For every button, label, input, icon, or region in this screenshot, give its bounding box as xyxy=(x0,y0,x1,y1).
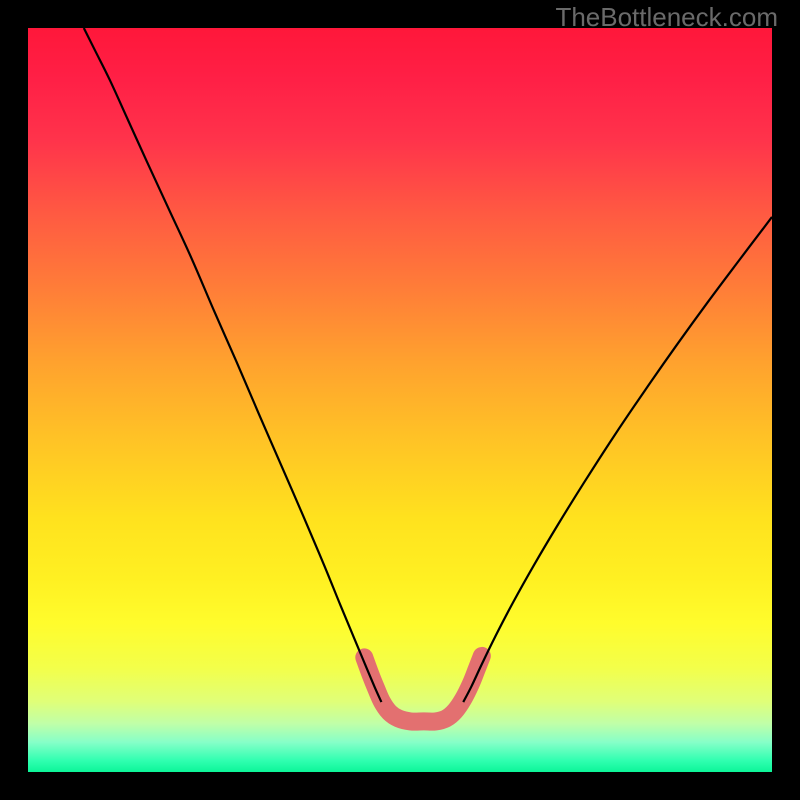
curve-left xyxy=(84,28,382,702)
plot-area xyxy=(28,28,772,772)
plot-frame xyxy=(28,28,772,772)
curve-layer xyxy=(28,28,772,772)
curve-right xyxy=(463,217,772,702)
watermark-text: TheBottleneck.com xyxy=(555,2,778,33)
trough-highlight xyxy=(364,656,482,722)
